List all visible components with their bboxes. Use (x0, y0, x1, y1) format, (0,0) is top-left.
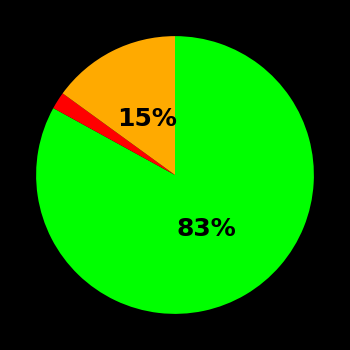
Text: 15%: 15% (117, 107, 176, 131)
Wedge shape (53, 93, 175, 175)
Wedge shape (36, 36, 314, 314)
Wedge shape (63, 36, 175, 175)
Text: 83%: 83% (177, 217, 237, 241)
